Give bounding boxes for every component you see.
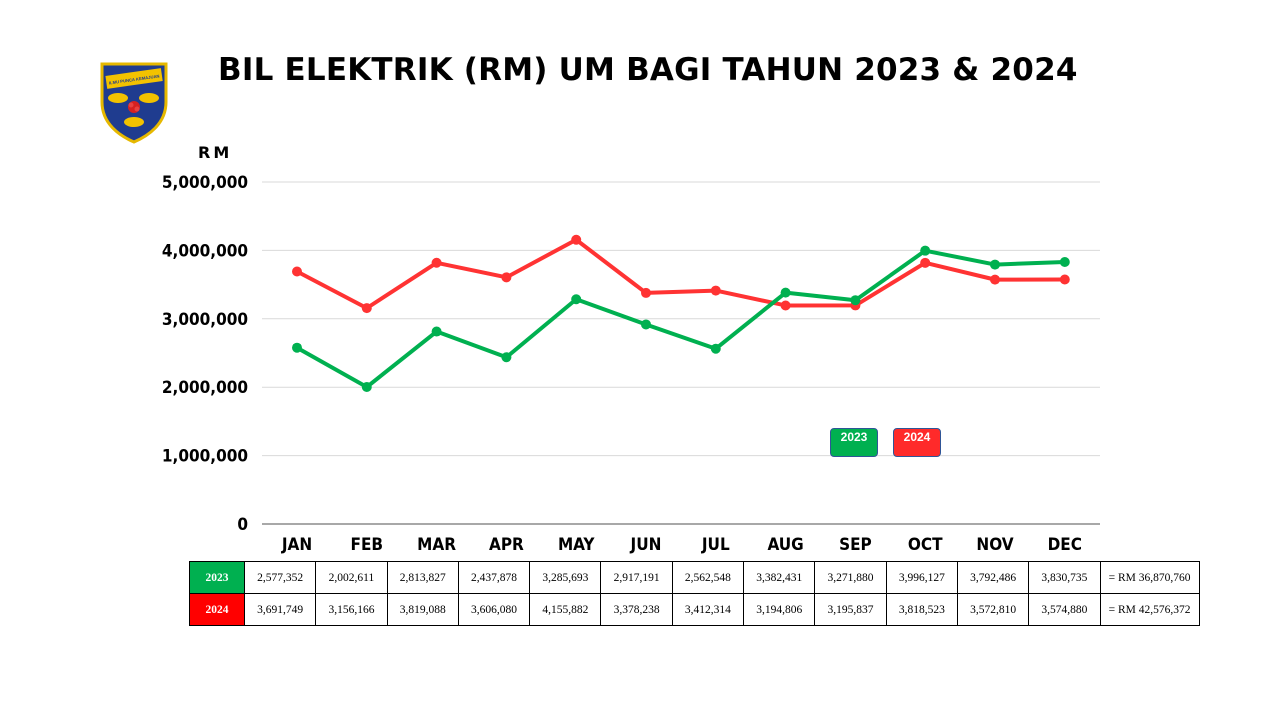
table-row-2023: 2023 2,577,352 2,002,611 2,813,827 2,437… — [189, 561, 1200, 594]
data-table: 2023 2,577,352 2,002,611 2,813,827 2,437… — [189, 561, 1200, 626]
x-tick-label: APR — [489, 535, 524, 555]
table-cell: 2,437,878 — [457, 561, 531, 594]
table-cell: 3,830,735 — [1028, 561, 1101, 594]
data-point-2023 — [710, 343, 721, 354]
table-year-2023: 2023 — [189, 561, 245, 594]
table-cell: 3,572,810 — [956, 593, 1030, 626]
legend-2024: 2024 — [893, 428, 941, 457]
table-cell: 2,813,827 — [386, 561, 459, 594]
data-point-2023 — [292, 342, 302, 353]
table-total-2024: = RM 42,576,372 — [1099, 593, 1200, 626]
data-point-2024 — [431, 257, 442, 268]
university-crest-icon: ILMU PUNCA KEMAJUAN — [100, 62, 168, 144]
data-point-2024 — [990, 274, 1000, 285]
table-cell: 3,378,238 — [600, 593, 673, 626]
data-point-2024 — [571, 234, 582, 245]
x-tick-label: JUN — [630, 535, 662, 555]
y-tick-label: 5,000,000 — [162, 173, 248, 193]
x-tick-label: MAY — [558, 535, 595, 555]
data-point-2024 — [361, 303, 372, 314]
table-cell: 3,382,431 — [743, 561, 816, 594]
table-cell: 3,818,523 — [885, 593, 958, 626]
data-point-2023 — [850, 295, 861, 306]
table-cell: 3,996,127 — [885, 561, 958, 594]
table-cell: 3,271,880 — [814, 561, 887, 594]
gridlines — [262, 181, 1100, 457]
data-point-2024 — [710, 285, 721, 296]
x-tick-label: NOV — [976, 535, 1013, 555]
data-point-2023 — [571, 294, 582, 305]
table-cell: 3,819,088 — [386, 593, 459, 626]
data-point-2024 — [1059, 274, 1070, 285]
table-cell: 3,156,166 — [315, 593, 388, 626]
table-year-2024: 2024 — [189, 593, 245, 626]
x-tick-label: AUG — [767, 535, 803, 555]
y-tick-label: 0 — [237, 515, 248, 535]
table-cell: 4,155,882 — [529, 593, 602, 626]
table-cell: 3,412,314 — [671, 593, 745, 626]
x-tick-label: DEC — [1048, 535, 1082, 555]
data-point-2024 — [501, 272, 512, 283]
data-point-2023 — [1059, 256, 1070, 267]
line-chart: 0 1,000,000 2,000,000 3,000,000 4,000,000 5,0… — [162, 143, 1100, 555]
table-row-2024: 2024 3,691,749 3,156,166 3,819,088 3,606… — [189, 593, 1200, 626]
x-tick-label: JAN — [281, 535, 312, 555]
data-point-2023 — [920, 245, 931, 256]
data-point-2023 — [641, 319, 651, 330]
x-tick-label: JUL — [701, 535, 730, 555]
table-cell: 2,002,611 — [315, 561, 388, 594]
series-line-2023 — [295, 248, 1067, 390]
y-tick-label: 4,000,000 — [162, 241, 248, 261]
data-point-2023 — [361, 382, 372, 393]
data-point-2023 — [780, 287, 791, 298]
data-point-2024 — [641, 287, 651, 298]
data-point-2023 — [501, 352, 512, 363]
table-cell: 3,691,749 — [243, 593, 317, 626]
table-cell: 3,792,486 — [956, 561, 1030, 594]
data-point-2023 — [990, 259, 1000, 270]
x-tick-label: MAR — [417, 535, 456, 555]
table-cell: 2,562,548 — [671, 561, 745, 594]
y-tick-label: 1,000,000 — [162, 447, 248, 467]
data-point-2023 — [431, 326, 442, 337]
x-tick-label: OCT — [908, 535, 943, 555]
x-tick-label: FEB — [351, 535, 384, 555]
table-cell: 3,574,880 — [1028, 593, 1101, 626]
data-point-2024 — [920, 257, 931, 268]
table-cell: 2,577,352 — [243, 561, 317, 594]
y-tick-label: 3,000,000 — [162, 310, 248, 330]
x-tick-label: SEP — [839, 535, 872, 555]
series-line-2024 — [295, 237, 1067, 311]
legend-2023: 2023 — [830, 428, 878, 457]
table-cell: 3,194,806 — [743, 593, 816, 626]
tick-labels: 0 1,000,000 2,000,000 3,000,000 4,000,000 5,0… — [162, 143, 1082, 555]
y-axis-label: RM — [198, 143, 232, 162]
table-cell: 3,285,693 — [529, 561, 602, 594]
data-point-2024 — [780, 300, 791, 311]
table-total-2023: = RM 36,870,760 — [1099, 561, 1200, 594]
data-point-2024 — [292, 266, 302, 277]
y-tick-label: 2,000,000 — [162, 378, 248, 398]
table-cell: 2,917,191 — [600, 561, 673, 594]
table-cell: 3,606,080 — [457, 593, 531, 626]
series-lines — [292, 234, 1070, 393]
chart-title: BIL ELEKTRIK (RM) UM BAGI TAHUN 2023 & 2… — [218, 52, 1078, 88]
table-cell: 3,195,837 — [814, 593, 887, 626]
